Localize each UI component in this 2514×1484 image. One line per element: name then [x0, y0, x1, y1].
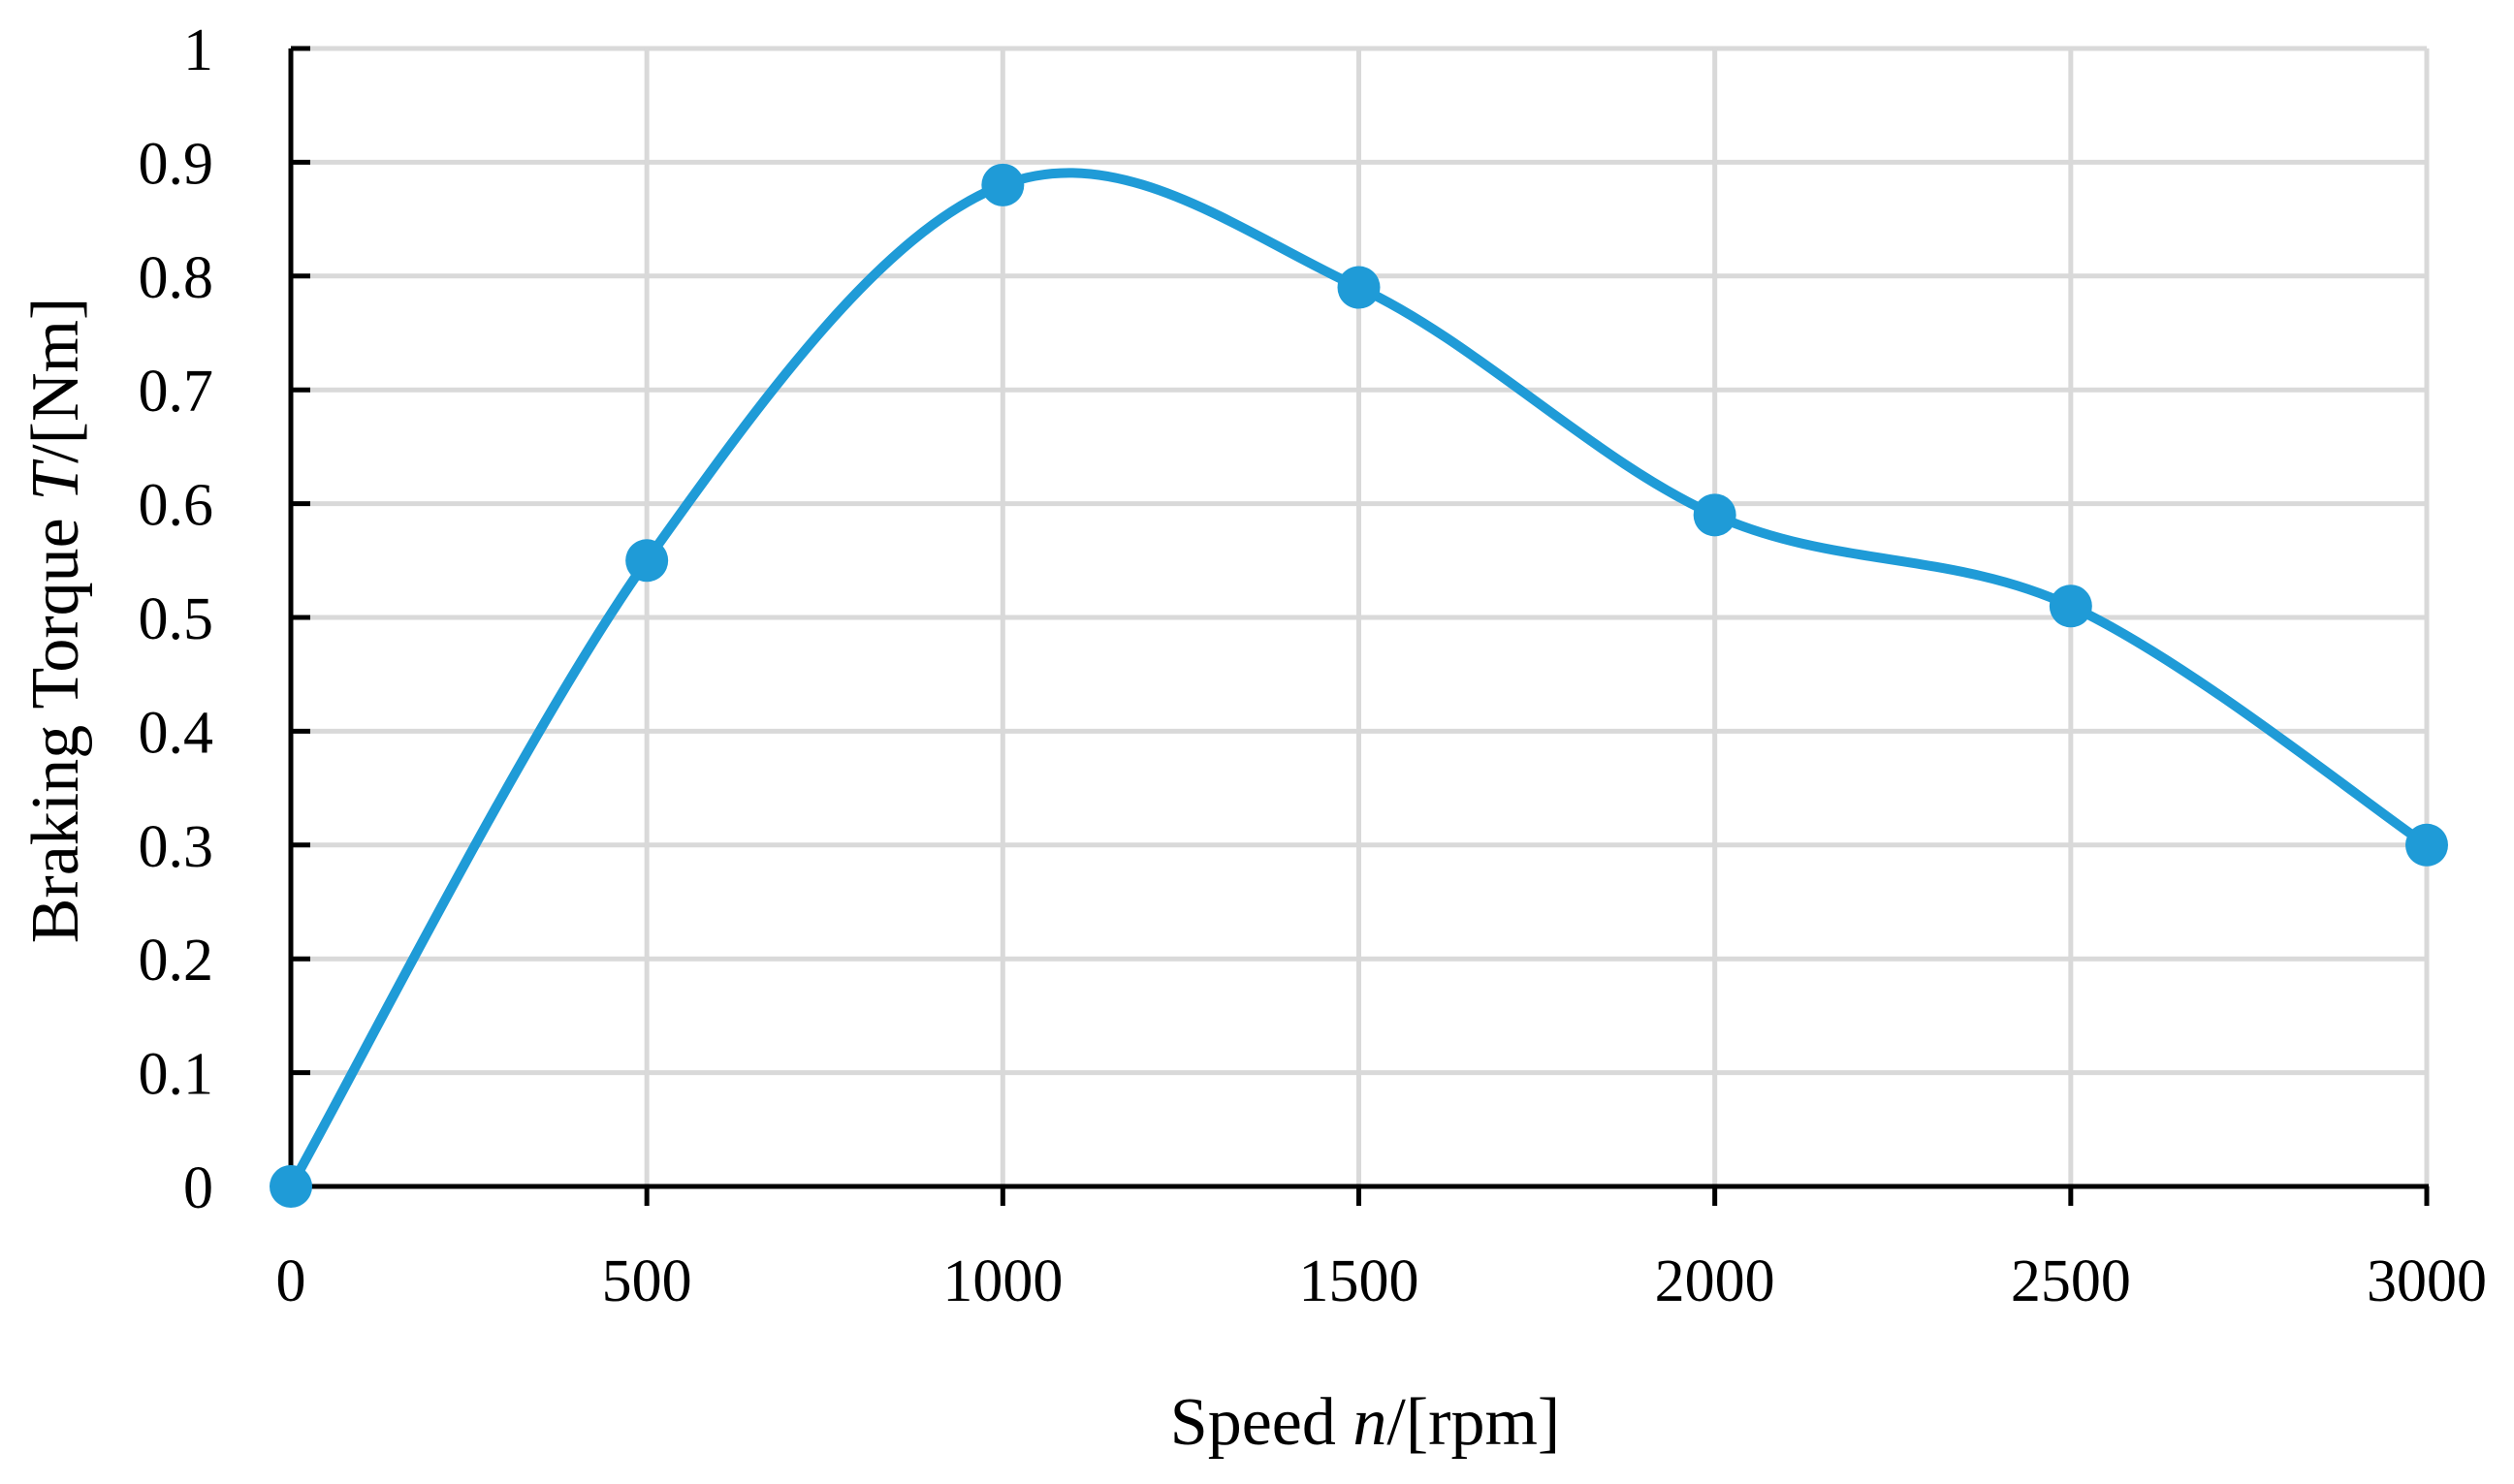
y-tick-label: 0.8 — [139, 245, 214, 311]
x-tick-label: 2000 — [1655, 1248, 1775, 1314]
y-tick-label: 0.1 — [139, 1042, 214, 1108]
y-tick-label: 0.3 — [139, 814, 214, 880]
y-tick-label: 1 — [183, 17, 213, 83]
data-point — [2405, 823, 2448, 867]
data-point — [2049, 584, 2092, 628]
y-tick-label: 0.4 — [139, 700, 214, 766]
tick-labels: 0 0.1 0.2 0.3 0.4 0.5 0.6 0.7 0.8 0.9 1 0 500 1000 150… — [139, 17, 2488, 1314]
x-tick-label: 1500 — [1299, 1248, 1419, 1314]
y-tick-label: 0.7 — [139, 359, 214, 425]
axes — [288, 46, 2430, 1206]
series-layer — [270, 163, 2448, 1208]
y-axis-title: Braking Torque T/[Nm] — [18, 298, 93, 944]
y-tick-label: 0.5 — [139, 586, 214, 652]
x-tick-label: 500 — [602, 1248, 692, 1314]
data-point — [625, 539, 669, 583]
data-point — [981, 163, 1025, 206]
y-tick-label: 0 — [183, 1155, 213, 1221]
x-tick-label: 1000 — [942, 1248, 1063, 1314]
data-point — [270, 1165, 312, 1208]
grid — [291, 46, 2430, 1186]
y-tick-label: 0.2 — [139, 928, 214, 994]
x-axis-title: Speed n/[rpm] — [1170, 1385, 1560, 1460]
y-tick-label: 0.6 — [139, 473, 214, 539]
x-tick-label: 2500 — [2011, 1248, 2131, 1314]
y-tick-label: 0.9 — [139, 131, 214, 197]
x-tick-label: 3000 — [2367, 1248, 2487, 1314]
x-tick-label: 0 — [276, 1248, 306, 1314]
data-point — [1693, 493, 1736, 537]
data-point — [1337, 266, 1381, 309]
